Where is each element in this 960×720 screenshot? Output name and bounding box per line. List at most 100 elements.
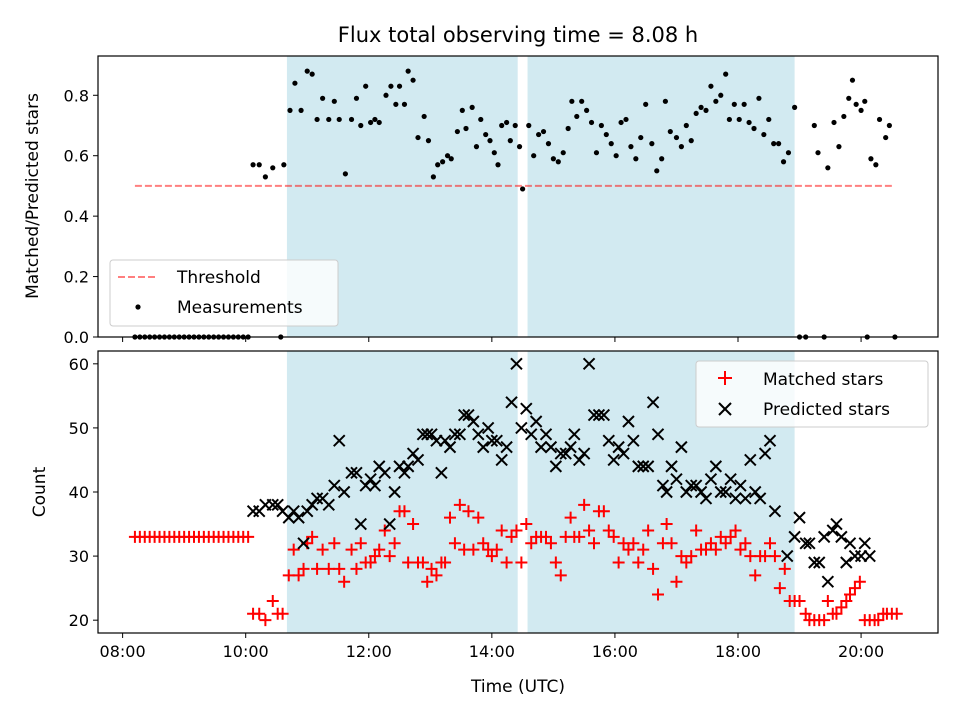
matched-star-point bbox=[510, 524, 523, 537]
measurement-point bbox=[491, 150, 497, 156]
matched-star-point bbox=[416, 556, 429, 569]
predicted-star-point bbox=[788, 530, 801, 544]
predicted-star-point bbox=[749, 485, 762, 499]
top-ytick-label: 0.8 bbox=[64, 86, 89, 105]
matched-star-point bbox=[578, 498, 591, 511]
predicted-star-point bbox=[305, 498, 319, 512]
predicted-star-point bbox=[322, 498, 335, 512]
predicted-star-point bbox=[328, 479, 341, 492]
measurement-point bbox=[507, 138, 513, 144]
top-x-ticks bbox=[122, 337, 862, 342]
predicted-star-point bbox=[510, 357, 523, 371]
bottom-xlabel: Time (UTC) bbox=[470, 677, 565, 697]
matched-stars-points bbox=[128, 498, 903, 627]
measurement-point bbox=[741, 101, 747, 107]
predicted-star-point bbox=[337, 485, 351, 499]
measurement-point bbox=[731, 101, 737, 107]
measurement-point bbox=[487, 138, 493, 144]
measurement-point bbox=[703, 107, 709, 113]
matched-star-point bbox=[505, 530, 518, 543]
measurement-point bbox=[368, 119, 374, 126]
measurement-point bbox=[405, 68, 411, 74]
measurement-point bbox=[776, 141, 782, 147]
predicted-star-point bbox=[485, 434, 499, 447]
top-ytick-label: 0.4 bbox=[64, 207, 89, 226]
measurement-point bbox=[281, 162, 287, 168]
measurement-point bbox=[473, 144, 480, 150]
measurement-point bbox=[388, 83, 394, 89]
predicted-star-point bbox=[577, 447, 591, 460]
predicted-star-point bbox=[462, 408, 475, 422]
legend-measurements-swatch bbox=[135, 304, 141, 310]
matched-star-point bbox=[388, 537, 401, 550]
measurement-point bbox=[363, 83, 369, 89]
measurement-point bbox=[846, 95, 852, 101]
matched-star-point bbox=[316, 543, 329, 556]
measurement-point bbox=[688, 138, 694, 144]
matched-star-point bbox=[709, 543, 722, 556]
top-legend-box bbox=[109, 259, 339, 327]
predicted-star-point bbox=[646, 396, 660, 409]
measurement-point bbox=[469, 104, 475, 110]
predicted-star-point bbox=[457, 408, 471, 422]
measurement-point bbox=[463, 125, 469, 132]
predicted-star-point bbox=[803, 537, 816, 550]
matched-star-point bbox=[607, 530, 620, 543]
measurement-point bbox=[262, 174, 268, 180]
measurement-point bbox=[256, 162, 262, 168]
matched-star-point bbox=[266, 594, 279, 607]
matched-star-point bbox=[378, 524, 391, 537]
measurement-point bbox=[608, 141, 614, 147]
bottom-xtick-label: 18:00 bbox=[715, 642, 761, 661]
bottom-x-ticks: 08:00 10:00 12:00 14:00 16:00 18:00 20:00 bbox=[100, 633, 884, 661]
measurement-point bbox=[560, 150, 566, 156]
top-panel: 0.00.20.40.60.8 Matched/Predicted stars … bbox=[23, 55, 939, 347]
predicted-star-point bbox=[383, 517, 396, 531]
predicted-star-point bbox=[297, 537, 310, 550]
matched-star-point bbox=[500, 556, 513, 569]
matched-star-point bbox=[627, 537, 640, 550]
predicted-star-point bbox=[529, 415, 543, 428]
predicted-star-point bbox=[660, 485, 673, 499]
predicted-star-point bbox=[863, 549, 876, 563]
top-axes-frame bbox=[97, 55, 939, 338]
measurement-point bbox=[383, 92, 389, 98]
measurement-point bbox=[435, 162, 441, 168]
measurement-point bbox=[876, 116, 883, 123]
matched-star-point bbox=[665, 537, 678, 550]
predicted-star-point bbox=[398, 466, 411, 479]
measurement-point bbox=[579, 98, 585, 104]
measurement-point bbox=[678, 144, 684, 150]
predicted-star-point bbox=[830, 517, 843, 531]
predicted-star-point bbox=[271, 498, 284, 512]
measurement-point bbox=[713, 98, 719, 104]
predicted-star-point bbox=[826, 524, 839, 537]
bottom-xtick-label: 16:00 bbox=[592, 642, 638, 661]
measurement-point bbox=[440, 159, 446, 165]
bottom-xtick-label: 12:00 bbox=[346, 642, 392, 661]
matched-star-point bbox=[544, 537, 557, 550]
matched-star-point bbox=[485, 550, 498, 563]
measurement-point bbox=[815, 150, 821, 156]
predicted-star-point bbox=[714, 485, 727, 499]
predicted-star-point bbox=[813, 556, 826, 569]
matched-star-point bbox=[652, 588, 664, 601]
top-ytick-label: 0.2 bbox=[64, 268, 89, 287]
measurement-point bbox=[598, 122, 604, 129]
measurement-point bbox=[613, 153, 619, 159]
measurement-point bbox=[603, 131, 609, 138]
matched-star-point bbox=[430, 569, 443, 582]
predicted-star-point bbox=[505, 396, 518, 409]
predicted-star-point bbox=[388, 485, 401, 499]
bottom-ytick-label: 30 bbox=[69, 547, 89, 566]
matched-star-point bbox=[472, 511, 485, 524]
predicted-star-point bbox=[354, 517, 367, 531]
measurement-point bbox=[849, 77, 856, 83]
measurement-point bbox=[401, 101, 408, 107]
measurement-point bbox=[512, 122, 518, 129]
predicted-star-point bbox=[481, 421, 495, 435]
bottom-ytick-label: 20 bbox=[69, 611, 89, 630]
measurement-point bbox=[883, 134, 889, 141]
bottom-panel: 20 30 40 50 60 08:00 10:00 12:00 14:00 16:00 18:0… bbox=[30, 350, 939, 697]
